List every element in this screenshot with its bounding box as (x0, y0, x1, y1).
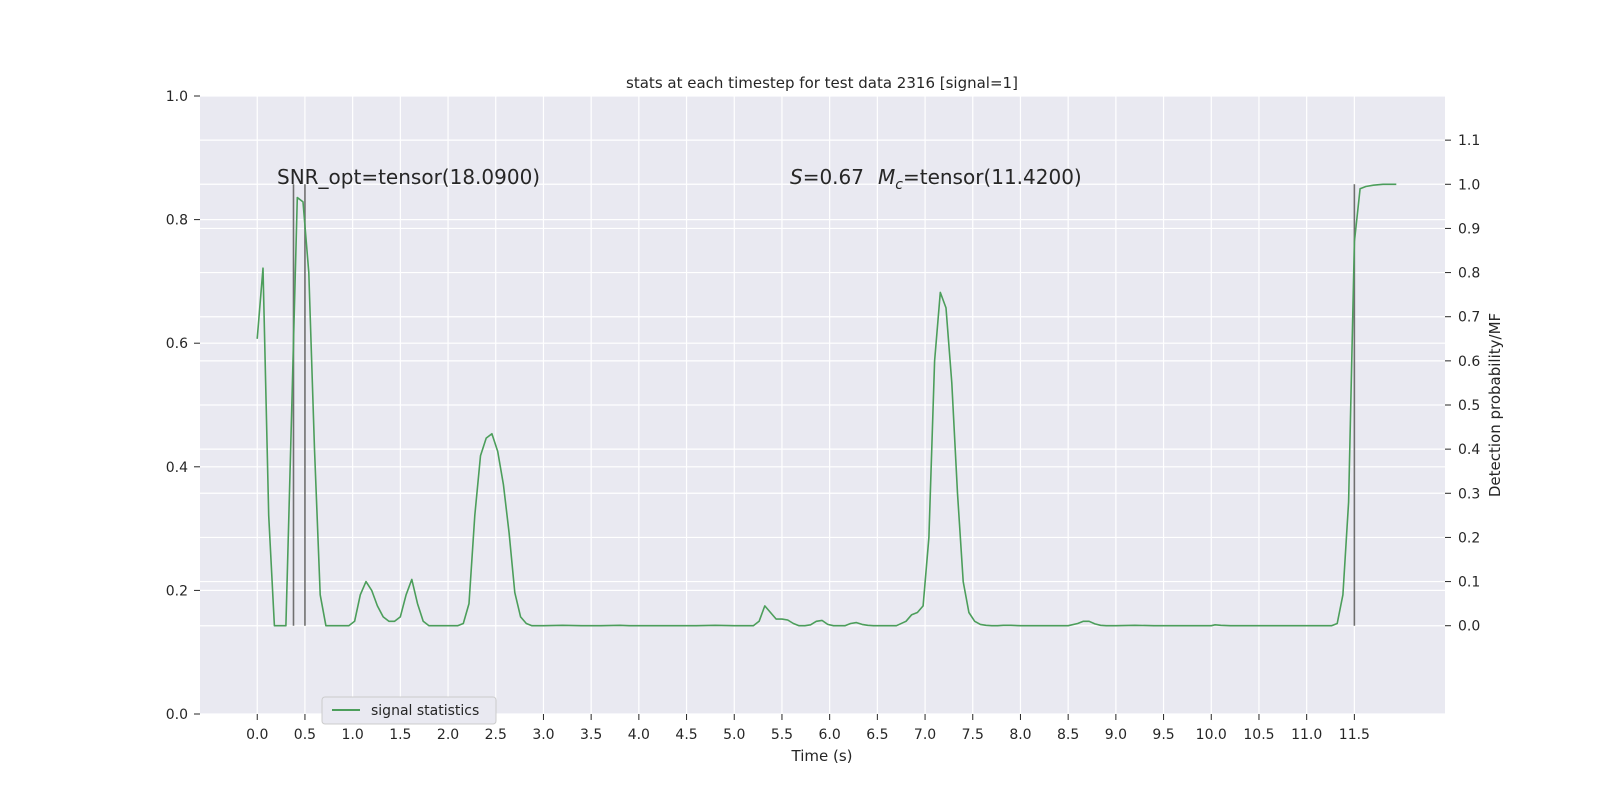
right-tick-label: 1.0 (1458, 177, 1480, 193)
left-tick-label: 0.8 (166, 213, 188, 229)
x-tick-label: 7.5 (962, 727, 984, 743)
x-tick-label: 1.0 (342, 727, 364, 743)
right-tick-label: 0.1 (1458, 575, 1480, 591)
right-tick-label: 0.2 (1458, 530, 1480, 546)
s-mc-annotation: S=0.67 Mc=tensor(11.4200) (790, 165, 1082, 193)
right-tick-label: 0.4 (1458, 442, 1480, 458)
x-tick-label: 3.0 (532, 727, 554, 743)
x-tick-label: 4.0 (628, 727, 650, 743)
x-tick-label: 11.5 (1339, 727, 1370, 743)
x-tick-label: 2.5 (485, 727, 507, 743)
x-tick-label: 9.5 (1152, 727, 1174, 743)
snr-annotation: SNR_opt=tensor(18.0900) (277, 165, 540, 189)
x-tick-label: 0.5 (294, 727, 316, 743)
left-axis-ticks: 0.0 0.2 0.4 0.6 0.8 1.0 (166, 89, 200, 723)
x-tick-label: 10.0 (1196, 727, 1227, 743)
x-tick-label: 9.0 (1105, 727, 1127, 743)
x-tick-label: 8.5 (1057, 727, 1079, 743)
grid (200, 95, 1445, 715)
left-tick-label: 0.2 (166, 583, 188, 599)
legend-label: signal statistics (371, 703, 479, 719)
right-tick-label: 0.9 (1458, 221, 1480, 237)
x-tick-label: 4.5 (675, 727, 697, 743)
right-tick-label: 0.8 (1458, 266, 1480, 282)
x-tick-label: 10.5 (1243, 727, 1274, 743)
left-tick-label: 0.0 (166, 707, 188, 723)
x-tick-label: 6.5 (866, 727, 888, 743)
right-tick-label: 1.1 (1458, 133, 1480, 149)
series-layer (256, 183, 1397, 627)
x-tick-label: 6.0 (819, 727, 841, 743)
x-tick-label: 0.0 (246, 727, 268, 743)
series-line-signal-statistics (256, 183, 1397, 627)
x-tick-label: 8.0 (1009, 727, 1031, 743)
left-tick-label: 0.4 (166, 460, 188, 476)
right-tick-label: 0.3 (1458, 486, 1480, 502)
chart-title: stats at each timestep for test data 231… (626, 74, 1018, 92)
x-tick-label: 11.0 (1291, 727, 1322, 743)
x-axis-ticks: 0.0 0.5 1.0 1.5 2.0 2.5 3.0 3.5 4.0 4.5 5.0 5.5 6.0 6… (246, 714, 1370, 743)
legend: signal statistics (321, 696, 497, 725)
right-axis-label: Detection probability/MF (1486, 313, 1504, 497)
x-axis-label: Time (s) (791, 747, 853, 765)
right-tick-label: 0.5 (1458, 398, 1480, 414)
legend-box (321, 696, 497, 725)
x-tick-label: 1.5 (389, 727, 411, 743)
right-axis-ticks: 0.0 0.1 0.2 0.3 0.4 0.5 0.6 0.7 0.8 0.9 1.0 1.1 (1445, 133, 1480, 635)
right-tick-label: 0.0 (1458, 619, 1480, 635)
x-tick-label: 3.5 (580, 727, 602, 743)
x-tick-label: 2.0 (437, 727, 459, 743)
x-tick-label: 5.0 (723, 727, 745, 743)
x-tick-label: 5.5 (771, 727, 793, 743)
right-tick-label: 0.7 (1458, 310, 1480, 326)
left-tick-label: 1.0 (166, 89, 188, 105)
left-tick-label: 0.6 (166, 336, 188, 352)
x-tick-label: 7.0 (914, 727, 936, 743)
right-tick-label: 0.6 (1458, 354, 1480, 370)
